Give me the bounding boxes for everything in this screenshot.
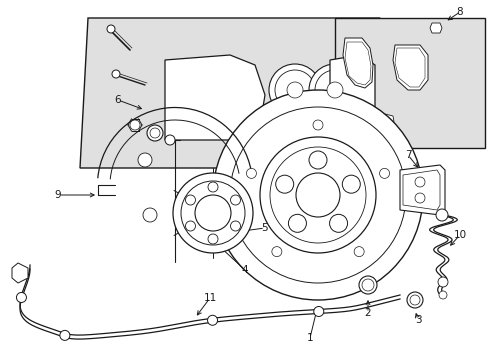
Polygon shape (12, 263, 28, 283)
Polygon shape (80, 18, 379, 168)
Polygon shape (392, 45, 427, 90)
Circle shape (438, 291, 446, 299)
Circle shape (185, 221, 195, 231)
Polygon shape (329, 55, 374, 150)
Text: 4: 4 (241, 265, 248, 275)
Text: 7: 7 (404, 150, 410, 160)
Circle shape (207, 234, 218, 244)
Circle shape (313, 306, 323, 316)
Text: 6: 6 (115, 95, 121, 105)
Bar (334, 18, 484, 148)
Circle shape (130, 120, 140, 130)
Circle shape (275, 175, 293, 193)
Text: 10: 10 (452, 230, 466, 240)
Circle shape (308, 151, 326, 169)
Circle shape (268, 64, 320, 116)
Circle shape (230, 221, 240, 231)
Circle shape (342, 175, 360, 193)
Circle shape (406, 292, 422, 308)
Circle shape (353, 247, 364, 257)
Circle shape (173, 173, 252, 253)
Circle shape (164, 135, 175, 145)
Circle shape (308, 64, 360, 116)
Circle shape (437, 277, 447, 287)
Circle shape (207, 182, 218, 192)
Polygon shape (164, 55, 264, 140)
Circle shape (260, 137, 375, 253)
Circle shape (142, 208, 157, 222)
Circle shape (288, 214, 306, 232)
Text: 3: 3 (414, 315, 421, 325)
Circle shape (112, 70, 120, 78)
Circle shape (246, 168, 256, 178)
Circle shape (185, 195, 195, 205)
Polygon shape (399, 165, 444, 215)
Polygon shape (377, 114, 393, 126)
Circle shape (195, 195, 230, 231)
Text: 2: 2 (364, 308, 370, 318)
Circle shape (294, 115, 325, 145)
Text: 5: 5 (261, 223, 268, 233)
Circle shape (435, 209, 447, 221)
Polygon shape (429, 23, 441, 33)
Circle shape (312, 120, 323, 130)
Circle shape (414, 177, 424, 187)
Circle shape (207, 315, 217, 325)
Circle shape (271, 247, 281, 257)
Circle shape (230, 195, 240, 205)
Circle shape (326, 82, 342, 98)
Circle shape (138, 153, 152, 167)
Text: 1: 1 (306, 333, 313, 343)
Text: 9: 9 (55, 190, 61, 200)
Circle shape (414, 193, 424, 203)
Text: 8: 8 (456, 7, 462, 17)
Circle shape (295, 173, 339, 217)
Circle shape (147, 125, 163, 141)
Circle shape (358, 276, 376, 294)
Polygon shape (342, 38, 372, 88)
Circle shape (213, 90, 422, 300)
Text: 11: 11 (203, 293, 216, 303)
Circle shape (107, 25, 115, 33)
Circle shape (17, 292, 26, 302)
Circle shape (60, 330, 70, 341)
Circle shape (286, 82, 303, 98)
Circle shape (329, 214, 347, 232)
Circle shape (379, 168, 389, 178)
